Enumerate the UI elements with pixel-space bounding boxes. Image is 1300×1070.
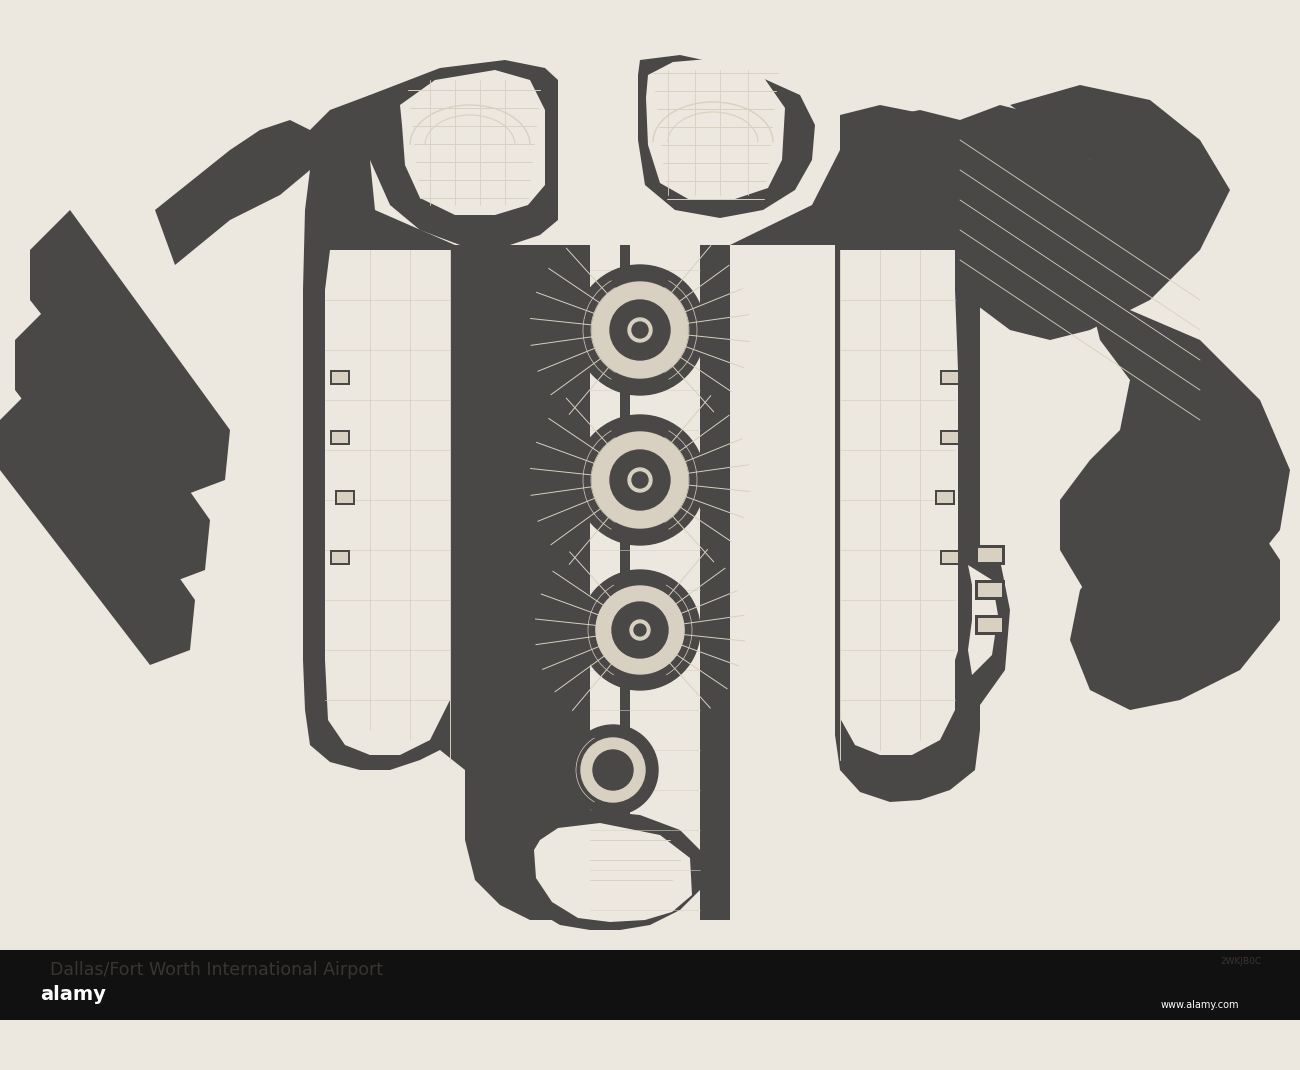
Polygon shape	[400, 70, 545, 215]
Text: 2WKJB0C: 2WKJB0C	[1219, 958, 1261, 966]
Polygon shape	[699, 245, 731, 920]
Polygon shape	[1070, 440, 1280, 710]
Bar	[0, 1020, 1300, 1070]
Bar	[978, 548, 1002, 562]
Polygon shape	[638, 55, 815, 218]
Bar	[942, 372, 958, 383]
Circle shape	[612, 602, 668, 658]
Polygon shape	[16, 300, 211, 585]
Bar	[335, 490, 355, 505]
Polygon shape	[534, 823, 692, 922]
Bar	[332, 552, 348, 563]
Bar	[975, 615, 1005, 635]
Polygon shape	[731, 105, 980, 802]
Polygon shape	[309, 95, 380, 205]
Bar	[337, 492, 354, 503]
Bar	[940, 370, 959, 385]
Polygon shape	[510, 810, 699, 930]
Polygon shape	[303, 95, 558, 920]
Circle shape	[628, 318, 653, 342]
Polygon shape	[1060, 300, 1290, 620]
Circle shape	[595, 586, 684, 674]
Bar	[940, 550, 959, 565]
Bar	[942, 552, 958, 563]
Polygon shape	[956, 540, 1010, 720]
Bar	[330, 550, 350, 565]
Circle shape	[592, 432, 688, 528]
Bar	[940, 430, 959, 445]
Polygon shape	[558, 245, 590, 920]
Polygon shape	[368, 60, 558, 245]
Text: Dallas/Fort Worth International Airport: Dallas/Fort Worth International Airport	[49, 961, 384, 979]
Circle shape	[610, 300, 670, 360]
Bar	[330, 430, 350, 445]
Circle shape	[575, 265, 705, 395]
Bar	[937, 492, 953, 503]
Polygon shape	[0, 380, 195, 664]
Circle shape	[580, 570, 699, 690]
Bar	[620, 245, 630, 915]
Circle shape	[575, 415, 705, 545]
Circle shape	[628, 468, 653, 492]
Polygon shape	[155, 120, 309, 265]
Polygon shape	[646, 58, 785, 200]
Bar	[0, 950, 1300, 1020]
Bar	[975, 545, 1005, 565]
Bar	[978, 618, 1002, 632]
Circle shape	[568, 725, 658, 815]
Bar	[978, 583, 1002, 597]
Bar	[942, 432, 958, 443]
Circle shape	[592, 282, 688, 378]
Circle shape	[630, 620, 650, 640]
Polygon shape	[30, 210, 230, 495]
Text: alamy: alamy	[40, 985, 105, 1005]
Text: www.alamy.com: www.alamy.com	[1161, 1000, 1239, 1010]
Circle shape	[581, 738, 645, 802]
Circle shape	[632, 472, 647, 488]
Polygon shape	[840, 250, 958, 755]
Circle shape	[610, 450, 670, 510]
Bar	[975, 580, 1005, 600]
Bar	[332, 372, 348, 383]
Polygon shape	[968, 565, 998, 675]
Bar	[935, 490, 956, 505]
Polygon shape	[855, 110, 959, 220]
Bar	[330, 370, 350, 385]
Bar	[332, 432, 348, 443]
Polygon shape	[325, 250, 450, 755]
Circle shape	[593, 750, 633, 790]
Polygon shape	[940, 105, 1089, 300]
Polygon shape	[970, 85, 1230, 340]
Circle shape	[634, 624, 646, 636]
Circle shape	[632, 322, 647, 338]
